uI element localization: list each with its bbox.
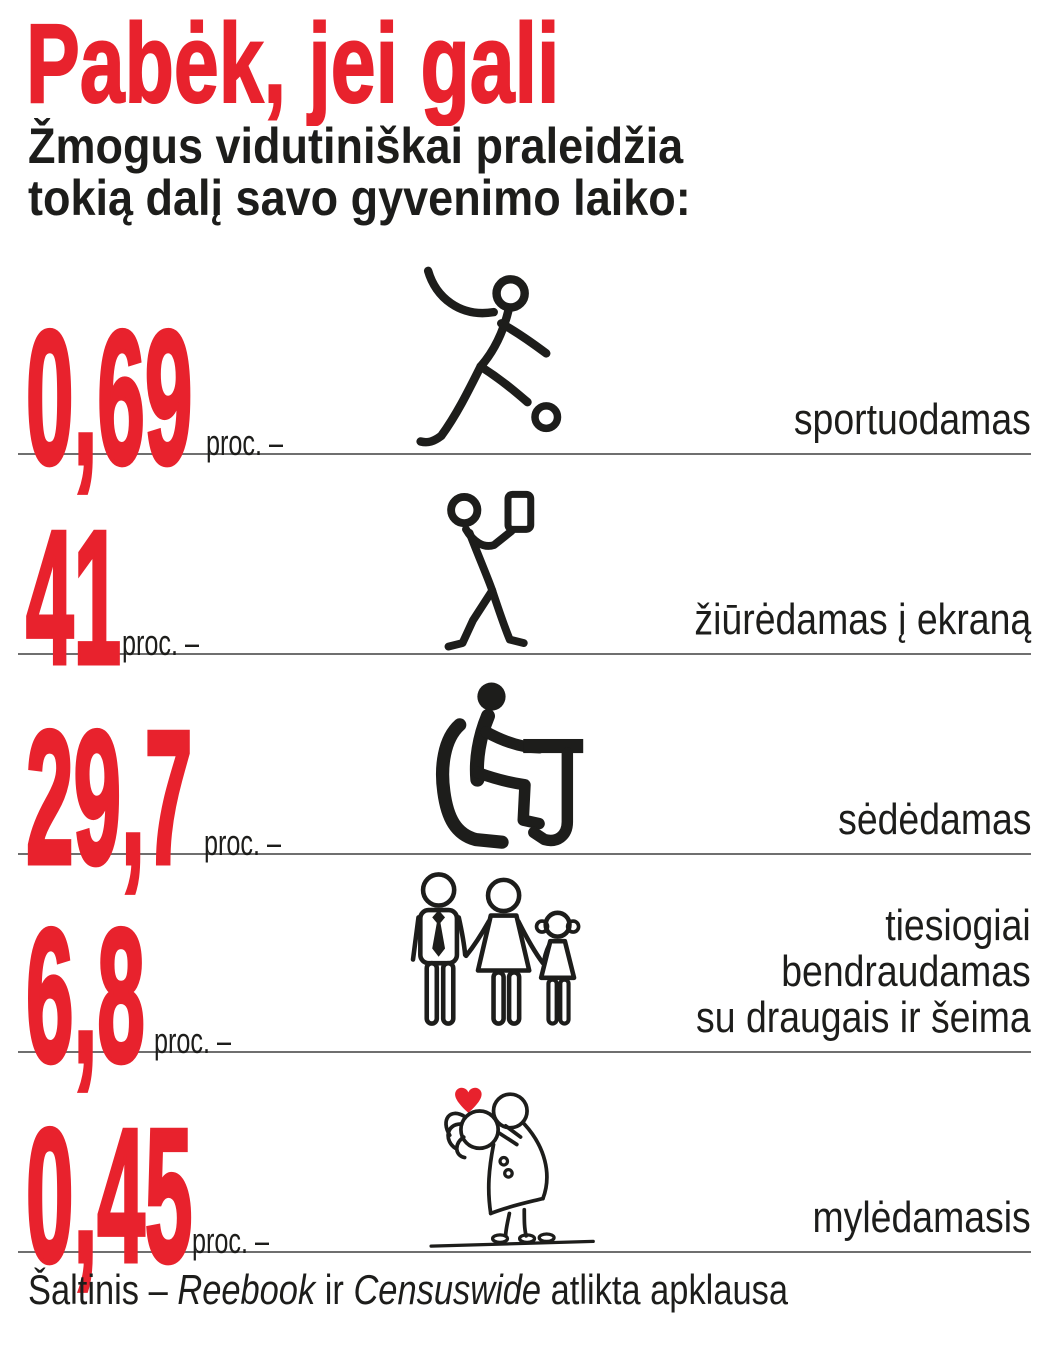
soccer-player-icon bbox=[415, 265, 565, 453]
stat-unit: proc. – bbox=[204, 822, 282, 863]
person-with-phone-icon bbox=[438, 489, 543, 651]
stat-unit: proc. – bbox=[122, 622, 200, 663]
stat-unit: proc. – bbox=[154, 1020, 232, 1061]
stat-label: žiūrėdamas į ekraną bbox=[694, 595, 1031, 644]
person-sitting-at-desk-icon bbox=[435, 679, 585, 851]
source-suffix: atlikta apklausa bbox=[541, 1266, 789, 1313]
stat-label: mylėdamasis bbox=[812, 1193, 1031, 1242]
source-brand-censuswide: Censuswide bbox=[353, 1266, 542, 1313]
stat-row-sports: 0,69 proc. – sportuodamas bbox=[18, 253, 1031, 496]
stat-unit: proc. – bbox=[192, 1220, 270, 1261]
stat-unit: proc. – bbox=[206, 422, 284, 463]
source-brand-reebook: Reebook bbox=[177, 1266, 316, 1313]
stat-row-sitting: 29,7 proc. – sėdėdamas bbox=[18, 653, 1031, 896]
stat-value: 0,69 bbox=[25, 292, 194, 504]
stat-label: sėdėdamas bbox=[837, 795, 1031, 844]
kissing-couple-icon bbox=[405, 1081, 610, 1249]
stat-value: 6,8 bbox=[25, 890, 146, 1102]
source-line: Šaltinis – Reebook ir Censuswide atlikta… bbox=[28, 1269, 788, 1311]
page-title: Pabėk, jei gali bbox=[25, 1, 560, 126]
stat-value: 29,7 bbox=[25, 692, 194, 904]
stat-label: sportuodamas bbox=[793, 395, 1031, 444]
stat-value: 41 bbox=[25, 492, 122, 704]
stat-row-love: 0,45 proc. – bbox=[18, 1051, 1031, 1294]
stat-row-family: 6,8 proc. – bbox=[18, 853, 1031, 1094]
source-mid: ir bbox=[315, 1266, 354, 1313]
family-icon bbox=[400, 868, 620, 1051]
stat-row-screen: 41 proc. – žiūrėdamas į ekraną bbox=[18, 453, 1031, 696]
stat-label: tiesiogiai bendraudamas su draugais ir š… bbox=[696, 901, 1031, 1042]
stat-value: 0,45 bbox=[25, 1090, 194, 1302]
page-subtitle: Žmogus vidutiniškai praleidžia tokią dal… bbox=[28, 118, 691, 226]
source-prefix: Šaltinis – bbox=[28, 1266, 178, 1313]
